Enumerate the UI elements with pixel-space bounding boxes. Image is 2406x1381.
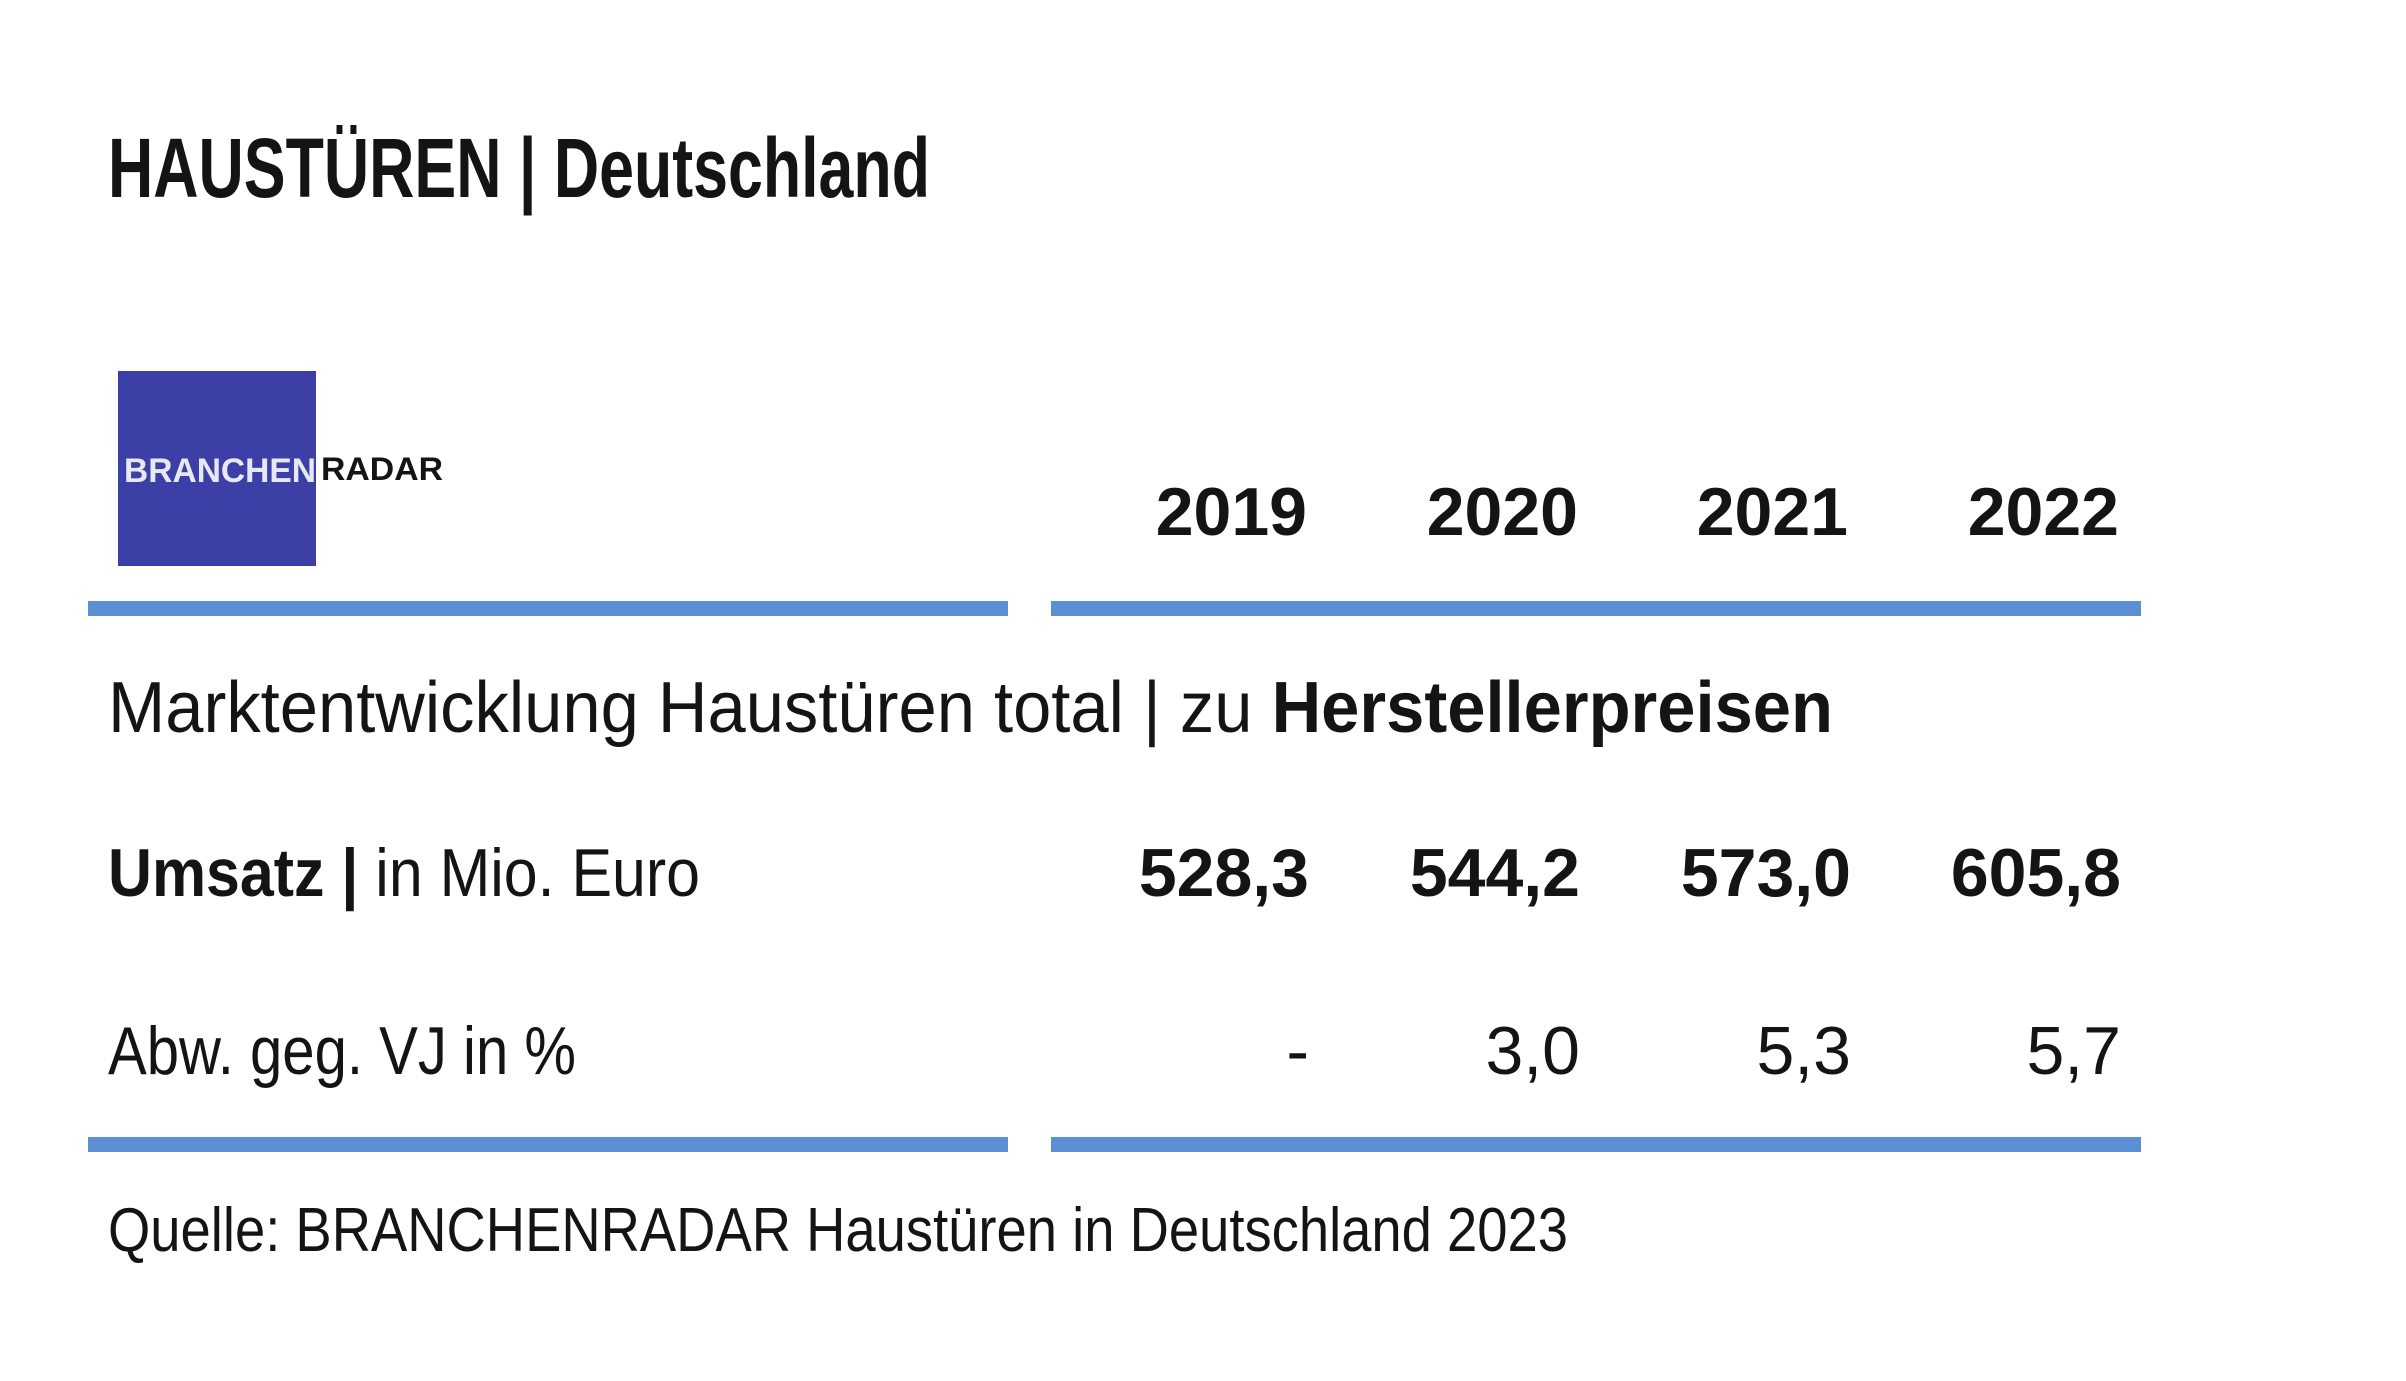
section-emphasis: Herstellerpreisen bbox=[1272, 668, 1833, 748]
cell: - bbox=[1286, 1013, 1309, 1089]
year-header: 2019 bbox=[1156, 474, 1307, 550]
row-label: Umsatz | in Mio. Euro bbox=[108, 835, 700, 912]
source: Quelle: BRANCHENRADAR Haustüren in Deuts… bbox=[108, 1196, 1568, 1265]
section-heading: Marktentwicklung Haustüren total | zu He… bbox=[108, 668, 1833, 748]
cell: 3,0 bbox=[1485, 1013, 1580, 1089]
rule bbox=[1051, 601, 2141, 616]
year-header: 2022 bbox=[1968, 474, 2119, 550]
column-headers: 2019 2020 2021 2022 bbox=[1156, 474, 2119, 550]
section-text: Marktentwicklung Haustüren total | zu bbox=[108, 668, 1272, 748]
year-header: 2021 bbox=[1697, 474, 1848, 550]
cell: 544,2 bbox=[1410, 835, 1580, 911]
row-label: Abw. geg. VJ in % bbox=[108, 1013, 576, 1089]
row-unit: in Mio. Euro bbox=[358, 835, 700, 911]
cell: 573,0 bbox=[1681, 835, 1851, 911]
year-header: 2020 bbox=[1427, 474, 1578, 550]
logo-box bbox=[118, 371, 316, 566]
logo-text: RADAR bbox=[321, 451, 443, 487]
logo: BRANCHEN RADAR bbox=[118, 371, 443, 566]
cell: 5,3 bbox=[1756, 1013, 1851, 1089]
cell: 5,7 bbox=[2026, 1013, 2121, 1089]
rule bbox=[88, 601, 1008, 616]
title: HAUSTÜREN | Deutschland bbox=[108, 121, 930, 216]
rule bbox=[88, 1137, 1008, 1152]
cell: 605,8 bbox=[1951, 835, 2121, 911]
rule bbox=[1051, 1137, 2141, 1152]
row-label-bold: Umsatz | bbox=[108, 835, 358, 912]
cell: 528,3 bbox=[1139, 835, 1309, 911]
logo-text: BRANCHEN bbox=[124, 452, 316, 490]
